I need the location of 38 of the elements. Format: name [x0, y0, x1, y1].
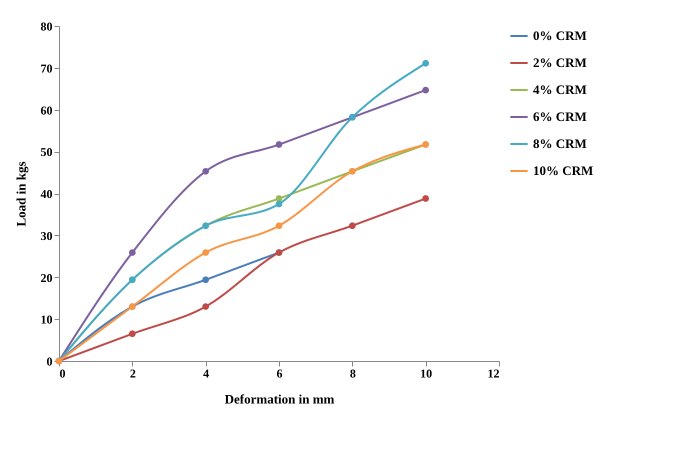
y-tick-label: 0 — [46, 354, 52, 368]
point — [422, 195, 430, 202]
point — [422, 60, 430, 67]
x-tick-label: 2 — [130, 366, 136, 380]
y-tick-label: 30 — [40, 228, 52, 243]
point — [202, 249, 210, 256]
x-tick-label: 4 — [203, 366, 210, 380]
point — [202, 303, 210, 310]
y-tick-label: 70 — [40, 61, 52, 76]
legend-label: 4% CRM — [533, 82, 587, 97]
y-tick-label: 40 — [40, 187, 52, 201]
legend-label: 10% CRM — [533, 163, 594, 178]
y-tick-label: 10 — [40, 312, 52, 327]
point — [202, 168, 210, 175]
y-tick-label: 20 — [40, 270, 52, 285]
point — [422, 86, 430, 94]
legend-label: 8% CRM — [533, 136, 587, 151]
y-tick-label: 80 — [40, 20, 52, 34]
x-tick-label: 8 — [350, 366, 356, 380]
legend-label: 0% CRM — [533, 28, 587, 43]
point — [276, 200, 282, 208]
point — [128, 249, 136, 256]
legend-label: 6% CRM — [533, 109, 587, 124]
x-axis-title: Deformation in mm — [224, 392, 335, 406]
y-tick-label: 50 — [40, 145, 52, 160]
x-tick-label: 10 — [420, 366, 432, 380]
legend-label: 2% CRM — [533, 55, 587, 70]
y-axis-title: Load in kgs — [14, 161, 28, 227]
x-tick-label: 12 — [488, 366, 500, 380]
y-tick-label: 60 — [40, 103, 52, 118]
point — [276, 141, 282, 148]
point — [128, 330, 136, 338]
point — [202, 276, 210, 284]
point — [276, 222, 282, 230]
point — [348, 222, 356, 230]
x-tick-label: 0 — [60, 366, 66, 380]
point — [276, 195, 282, 202]
x-tick-label: 6 — [276, 366, 282, 380]
